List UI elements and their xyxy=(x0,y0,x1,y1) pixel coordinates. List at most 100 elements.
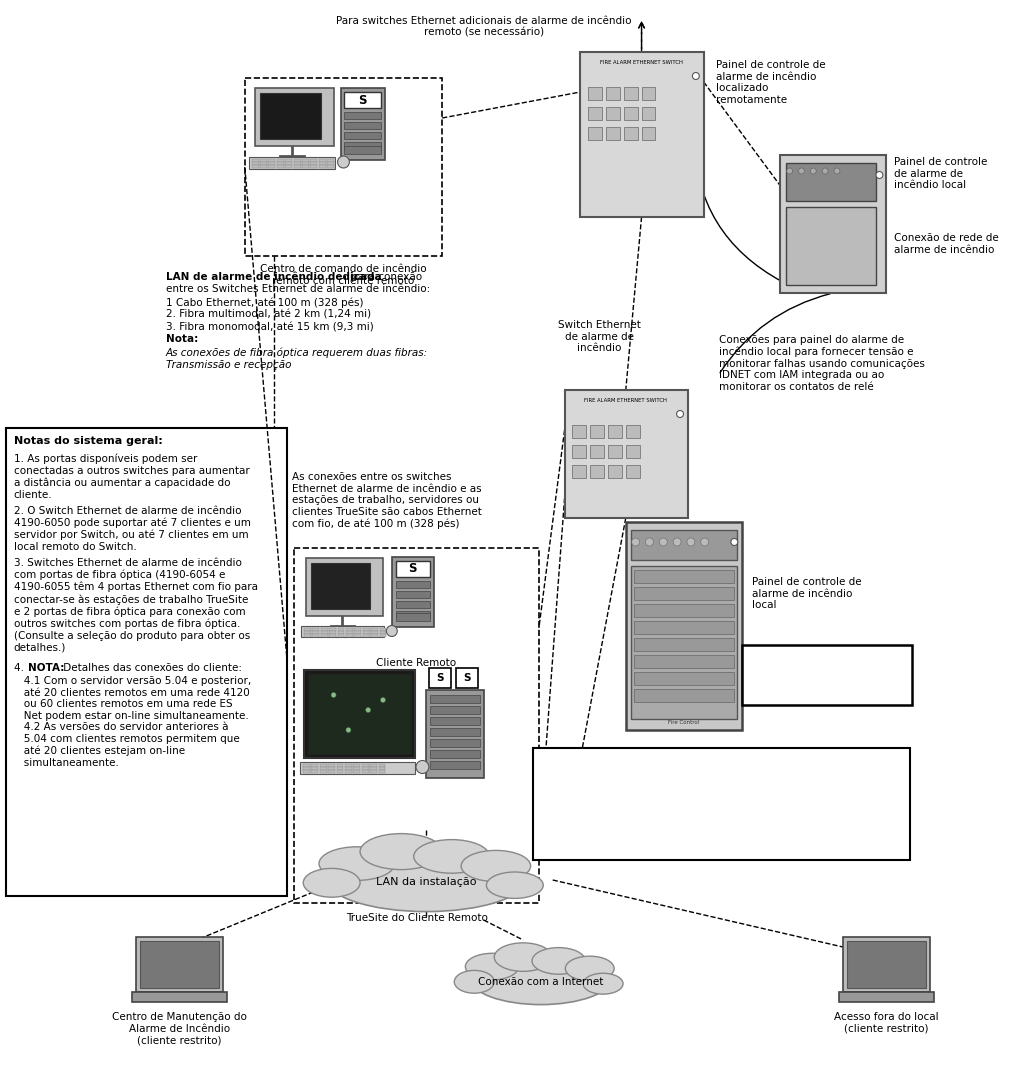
Text: Centro de comando de incêndio
remoto com cliente remoto: Centro de comando de incêndio remoto com… xyxy=(260,264,427,286)
Bar xyxy=(6,428,287,897)
Bar xyxy=(310,165,317,168)
Ellipse shape xyxy=(319,846,395,880)
Bar xyxy=(304,634,311,637)
Text: Painel de controle de
alarme de incêndio
localizado
remotamente: Painel de controle de alarme de incêndio… xyxy=(716,60,825,105)
Text: Nota:: Nota: xyxy=(166,334,198,344)
Bar xyxy=(590,446,604,458)
Bar xyxy=(626,522,742,729)
Bar xyxy=(634,655,734,668)
Bar xyxy=(608,465,622,478)
Bar xyxy=(300,762,415,774)
Bar xyxy=(260,93,321,139)
Ellipse shape xyxy=(461,851,530,881)
Bar xyxy=(329,634,336,637)
Bar xyxy=(344,112,381,119)
Text: LAN de alarme de incêndio dedicada: LAN de alarme de incêndio dedicada xyxy=(166,272,382,282)
Bar xyxy=(303,768,310,770)
Bar xyxy=(344,132,381,139)
Text: S: S xyxy=(463,673,471,682)
Text: As conexões de fibra óptica requerem duas fibras:: As conexões de fibra óptica requerem dua… xyxy=(166,347,428,357)
Bar xyxy=(341,88,385,161)
Bar xyxy=(642,127,655,140)
Text: S: S xyxy=(436,673,444,682)
Bar xyxy=(590,465,604,478)
Bar xyxy=(304,628,311,630)
Text: Para switches Ethernet adicionais de alarme de incêndio
remoto (se necessário): Para switches Ethernet adicionais de ala… xyxy=(336,16,632,37)
Text: LAN da instalação: LAN da instalação xyxy=(376,877,476,887)
Bar xyxy=(304,631,311,633)
Bar xyxy=(294,548,539,903)
Bar xyxy=(302,159,309,162)
Bar xyxy=(140,941,219,988)
Bar xyxy=(260,163,267,165)
Circle shape xyxy=(366,708,371,712)
Bar xyxy=(346,631,353,633)
Circle shape xyxy=(677,411,683,417)
Bar xyxy=(321,634,328,637)
Bar xyxy=(624,127,638,140)
Bar xyxy=(318,165,326,168)
Bar xyxy=(312,628,319,630)
Bar xyxy=(380,628,386,630)
Bar xyxy=(379,770,385,773)
Bar xyxy=(345,768,352,770)
Bar xyxy=(354,631,361,633)
Bar xyxy=(361,770,369,773)
Bar xyxy=(311,768,318,770)
Circle shape xyxy=(834,168,840,174)
Bar xyxy=(337,764,343,767)
Bar xyxy=(252,163,259,165)
Bar xyxy=(276,159,284,162)
Text: NOTA:: NOTA: xyxy=(539,753,575,764)
Bar xyxy=(371,631,378,633)
Bar xyxy=(634,638,734,651)
Bar xyxy=(380,634,386,637)
Text: para conexão: para conexão xyxy=(348,272,423,282)
Bar xyxy=(354,628,361,630)
Bar xyxy=(572,425,587,438)
Bar xyxy=(321,631,328,633)
Bar xyxy=(302,163,309,165)
Ellipse shape xyxy=(532,948,586,974)
Bar xyxy=(370,768,377,770)
Bar xyxy=(328,770,335,773)
Bar xyxy=(249,157,335,169)
Ellipse shape xyxy=(303,868,360,898)
Bar xyxy=(581,52,703,217)
Text: 1. As portas disponíveis podem ser
conectadas a outros switches para aumentar
a : 1. As portas disponíveis podem ser conec… xyxy=(13,454,250,500)
Bar xyxy=(136,937,223,992)
Text: 4190-6010 Os conjuntos de supressores de transiente são
necessários para a lista: 4190-6010 Os conjuntos de supressores de… xyxy=(539,768,854,836)
Bar xyxy=(304,670,415,758)
Bar xyxy=(353,764,360,767)
Bar xyxy=(396,581,430,587)
Bar xyxy=(319,768,327,770)
Text: Switch Ethernet
de alarme de
incêndio: Switch Ethernet de alarme de incêndio xyxy=(558,320,641,353)
Bar xyxy=(742,645,912,705)
Bar xyxy=(396,591,430,598)
Bar xyxy=(276,163,284,165)
Bar xyxy=(430,761,479,769)
Circle shape xyxy=(346,727,351,733)
Circle shape xyxy=(876,171,883,178)
Bar xyxy=(338,634,344,637)
Circle shape xyxy=(645,538,653,546)
Bar xyxy=(344,122,381,129)
Circle shape xyxy=(673,538,681,546)
Bar xyxy=(634,587,734,600)
Bar xyxy=(396,561,430,577)
Bar xyxy=(344,92,381,108)
Bar xyxy=(311,770,318,773)
Ellipse shape xyxy=(583,973,623,994)
Text: entre os Switches Ethernet de alarme de incêndio:: entre os Switches Ethernet de alarme de … xyxy=(166,285,430,295)
Bar xyxy=(344,142,381,149)
Text: Conexões de loop
(capacidade de até 7 loops): Conexões de loop (capacidade de até 7 lo… xyxy=(755,667,900,689)
Bar xyxy=(255,88,334,146)
Bar xyxy=(302,165,309,168)
Bar xyxy=(379,764,385,767)
Text: Cliente Remoto: Cliente Remoto xyxy=(377,658,457,668)
Circle shape xyxy=(731,538,737,546)
Ellipse shape xyxy=(486,873,544,899)
Bar xyxy=(606,127,620,140)
Bar xyxy=(634,621,734,634)
Bar xyxy=(847,941,926,988)
